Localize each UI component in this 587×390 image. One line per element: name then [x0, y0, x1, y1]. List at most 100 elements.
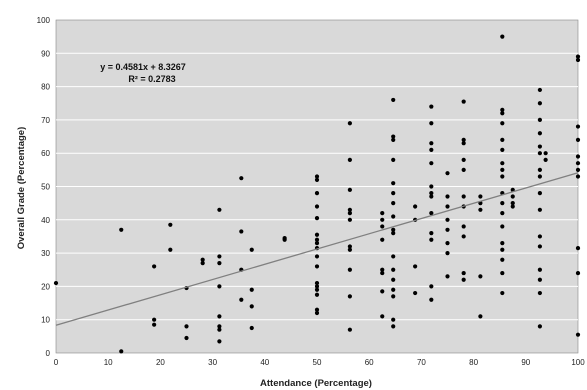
data-point — [391, 181, 396, 186]
data-point — [391, 201, 396, 206]
data-point — [380, 270, 385, 276]
data-point — [239, 229, 244, 234]
y-tick-label: 20 — [41, 282, 50, 291]
data-point — [314, 287, 320, 292]
data-point — [461, 167, 466, 172]
data-point — [217, 254, 222, 259]
gridlines — [56, 52, 578, 321]
data-point — [500, 211, 505, 216]
data-point — [461, 137, 466, 142]
data-point — [152, 322, 157, 327]
data-point — [200, 257, 205, 262]
data-point — [391, 287, 396, 292]
data-point — [461, 270, 466, 276]
data-point — [391, 134, 396, 139]
data-point — [429, 184, 434, 189]
data-point — [537, 244, 542, 249]
data-point — [347, 244, 352, 249]
data-point — [347, 157, 352, 162]
data-point — [575, 154, 581, 159]
data-point — [429, 161, 434, 166]
data-point — [314, 264, 320, 269]
data-point — [429, 297, 434, 302]
trendline-r-squared: R² = 0.2783 — [128, 74, 175, 84]
data-point — [429, 191, 434, 196]
data-point — [500, 257, 505, 262]
data-point — [500, 121, 505, 126]
data-point — [575, 270, 581, 276]
data-point — [478, 274, 483, 279]
data-point — [500, 111, 505, 116]
x-tick-label: 80 — [469, 358, 478, 367]
x-tick-labels: 0 10 20 30 40 50 60 70 80 90 100 — [54, 358, 585, 367]
data-point — [391, 137, 396, 142]
data-point — [413, 204, 418, 209]
data-point — [575, 137, 581, 142]
data-point — [537, 101, 542, 106]
data-point — [314, 284, 320, 289]
data-point — [380, 237, 385, 242]
data-point — [500, 174, 505, 179]
data-point — [500, 241, 505, 246]
data-point — [217, 327, 222, 332]
data-point — [119, 349, 124, 354]
data-point — [575, 167, 581, 172]
y-tick-label: 30 — [41, 249, 50, 258]
data-points — [53, 34, 581, 354]
data-point — [391, 324, 396, 329]
data-point — [217, 339, 222, 344]
x-tick-label: 90 — [521, 358, 530, 367]
data-point — [347, 267, 352, 272]
data-point — [575, 174, 581, 179]
data-point — [380, 314, 385, 319]
data-point — [500, 247, 505, 252]
data-point — [429, 194, 434, 199]
data-point — [391, 294, 396, 299]
data-point — [314, 177, 320, 182]
data-point — [537, 191, 542, 196]
data-point — [249, 287, 254, 292]
data-point — [347, 211, 352, 216]
data-point — [461, 141, 466, 146]
data-point — [380, 217, 385, 222]
data-point — [429, 284, 434, 289]
data-point — [537, 131, 542, 136]
x-tick-label: 70 — [417, 358, 426, 367]
data-point — [500, 34, 505, 39]
data-point — [500, 224, 505, 229]
x-tick-label: 40 — [260, 358, 269, 367]
data-point — [537, 290, 542, 296]
data-point — [537, 87, 542, 93]
data-point — [445, 171, 450, 176]
data-point — [429, 104, 434, 109]
data-point — [119, 227, 124, 232]
data-point — [500, 137, 505, 142]
data-point — [391, 267, 396, 272]
data-point — [249, 325, 254, 331]
data-point — [347, 327, 352, 332]
x-tick-label: 0 — [54, 358, 59, 367]
data-point — [537, 324, 542, 329]
data-point — [347, 294, 352, 299]
data-point — [429, 121, 434, 126]
data-point — [184, 335, 189, 341]
data-point — [575, 161, 581, 166]
data-point — [347, 187, 352, 192]
data-point — [152, 317, 157, 322]
data-point — [249, 304, 254, 309]
data-point — [500, 270, 505, 276]
data-point — [429, 237, 434, 242]
data-point — [461, 224, 466, 229]
data-point — [314, 310, 320, 316]
data-point — [184, 324, 189, 329]
data-point — [537, 277, 542, 282]
data-point — [314, 254, 320, 259]
data-point — [510, 201, 515, 206]
x-axis-title: Attendance (Percentage) — [260, 378, 372, 389]
data-point — [445, 251, 450, 256]
data-point — [537, 234, 542, 239]
y-axis-title: Overall Grade (Percentage) — [16, 127, 27, 250]
y-tick-label: 40 — [41, 216, 50, 225]
x-tick-label: 100 — [571, 358, 585, 367]
data-point — [445, 274, 450, 279]
